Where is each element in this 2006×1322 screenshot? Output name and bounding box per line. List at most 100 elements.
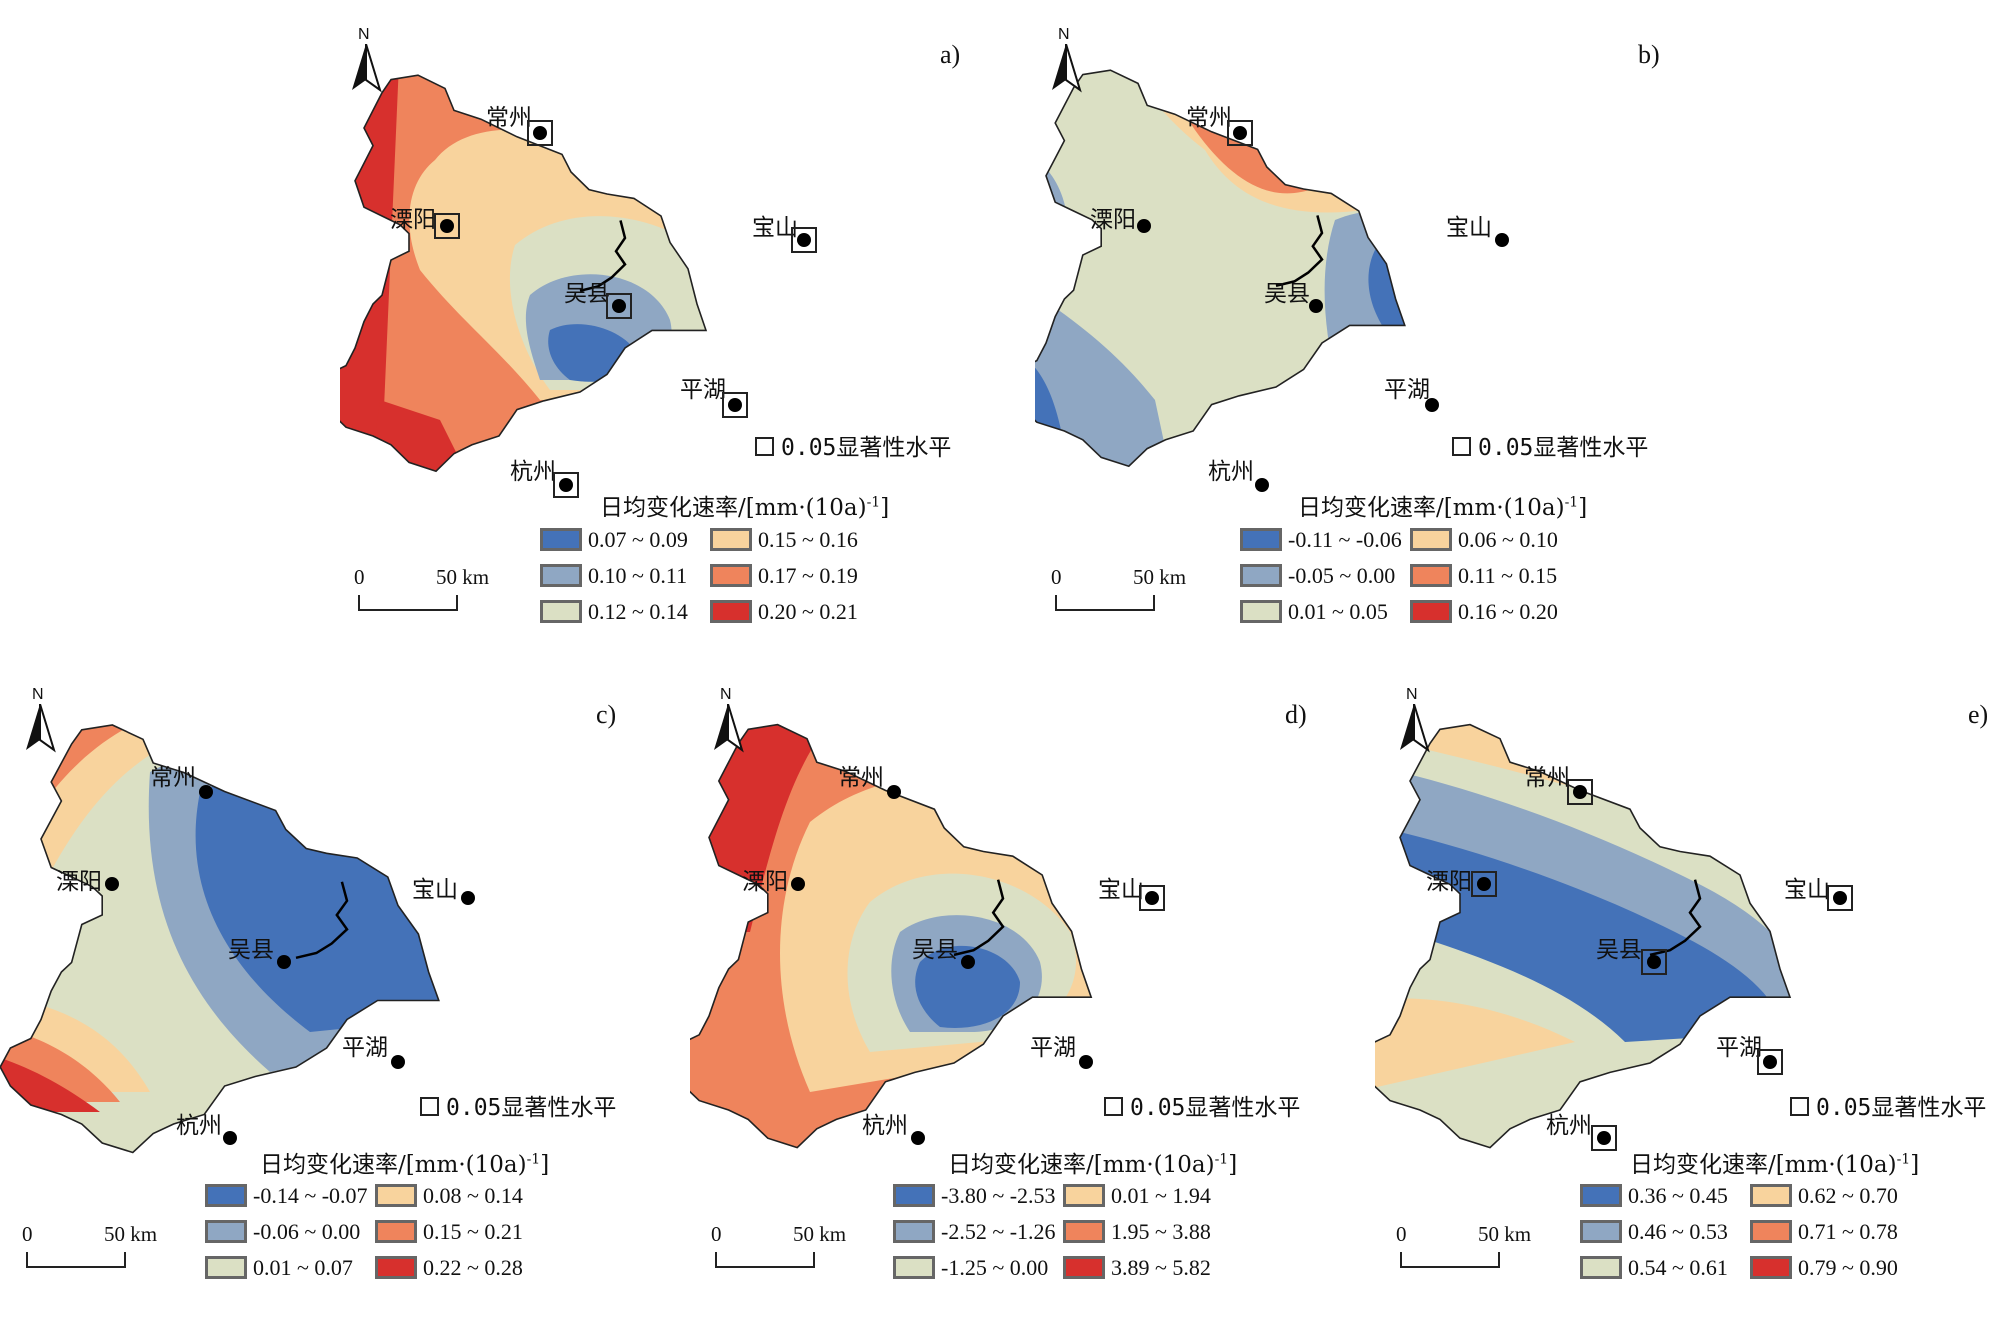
north-arrow-icon: N — [1048, 26, 1088, 93]
city-label-hangzhou: 杭州 — [176, 1113, 222, 1139]
north-arrow-icon: N — [348, 26, 388, 93]
legend-item: 1.95 ~ 3.88 — [1063, 1218, 1233, 1245]
legend-range: 0.71 ~ 0.78 — [1798, 1218, 1898, 1244]
city-label-liyang: 溧阳 — [56, 869, 102, 895]
scale-bar: 0 50 km — [1396, 1222, 1531, 1282]
legend-swatch — [1580, 1256, 1622, 1279]
north-arrow-icon: N — [1396, 686, 1436, 753]
city-marker-wuxian — [277, 955, 291, 969]
legend-range: -0.05 ~ 0.00 — [1288, 562, 1396, 588]
city-label-hangzhou: 杭州 — [1208, 459, 1254, 485]
legend-swatch — [893, 1256, 935, 1279]
significance-box — [1227, 120, 1253, 146]
city-marker-pinghu — [391, 1055, 405, 1069]
city-marker-wuxian — [612, 299, 626, 313]
north-arrow-shape — [714, 704, 744, 753]
legend-item: -3.80 ~ -2.53 — [893, 1182, 1063, 1209]
legend-swatch — [1240, 600, 1282, 623]
city-marker-baoshan — [797, 233, 811, 247]
river-line — [295, 881, 349, 960]
scale-end: 50 km — [436, 565, 490, 589]
legend-item: -0.14 ~ -0.07 — [205, 1182, 375, 1209]
city-label-baoshan: 宝山 — [1784, 877, 1830, 903]
legend-title-sup: -1 — [1564, 494, 1579, 511]
city-marker-changzhou — [887, 785, 901, 799]
city-marker-pinghu — [1425, 398, 1439, 412]
city-marker-liyang — [791, 877, 805, 891]
city-label-changzhou: 常州 — [1524, 765, 1570, 791]
legend-title-sup: -1 — [526, 1151, 541, 1168]
significance-box — [1139, 885, 1165, 911]
legend-range: -0.11 ~ -0.06 — [1288, 526, 1402, 552]
map-panel-b — [1035, 20, 1735, 670]
scale-bar: 0 50 km — [1051, 565, 1186, 625]
legend-d: -3.80 ~ -2.53 0.01 ~ 1.94 -2.52 ~ -1.26 1.9… — [893, 1182, 1233, 1281]
legend-item: 0.36 ~ 0.45 — [1580, 1182, 1750, 1209]
legend-range: 0.12 ~ 0.14 — [588, 598, 688, 624]
legend-item: 0.22 ~ 0.28 — [375, 1254, 545, 1281]
legend-range: 3.89 ~ 5.82 — [1111, 1254, 1211, 1280]
legend-item: -0.06 ~ 0.00 — [205, 1218, 375, 1245]
city-label-pinghu: 平湖 — [1384, 377, 1430, 403]
significance-legend: 0.05显著性水平 — [755, 428, 951, 462]
legend-swatch — [205, 1256, 247, 1279]
significance-box-icon — [1790, 1097, 1809, 1116]
legend-swatch — [1063, 1184, 1105, 1207]
legend-title: 日均变化速率/[mm·(10a)-1] — [1630, 1145, 1919, 1179]
north-arrow-shape — [1400, 704, 1430, 753]
legend-item: 0.12 ~ 0.14 — [540, 598, 710, 625]
scale-bar-line — [1055, 595, 1155, 611]
legend-item: 0.01 ~ 0.05 — [1240, 598, 1410, 625]
legend-item: 0.01 ~ 0.07 — [205, 1254, 375, 1281]
city-marker-liyang — [105, 877, 119, 891]
scale-end: 50 km — [793, 1222, 847, 1246]
significance-box — [553, 472, 579, 498]
city-marker-pinghu — [1079, 1055, 1093, 1069]
river-line — [1275, 215, 1324, 288]
significance-box — [434, 213, 460, 239]
river-line — [579, 220, 627, 293]
legend-range: 0.62 ~ 0.70 — [1798, 1182, 1898, 1208]
legend-swatch — [1580, 1184, 1622, 1207]
city-marker-liyang — [1477, 877, 1491, 891]
north-label: N — [358, 26, 370, 43]
city-label-baoshan: 宝山 — [1446, 215, 1492, 241]
river-line — [1649, 879, 1702, 957]
significance-box — [1591, 1125, 1617, 1151]
city-label-liyang: 溧阳 — [742, 869, 788, 895]
legend-title-text: 日均变化速率/[mm·(10a) — [260, 1152, 527, 1178]
significance-box — [1757, 1049, 1783, 1075]
city-marker-changzhou — [1233, 126, 1247, 140]
significance-text: 0.05显著性水平 — [446, 1095, 617, 1121]
legend-title: 日均变化速率/[mm·(10a)-1] — [1298, 488, 1587, 522]
scale-end: 50 km — [1133, 565, 1187, 589]
legend-swatch — [710, 528, 752, 551]
city-marker-hangzhou — [911, 1131, 925, 1145]
city-label-changzhou: 常州 — [150, 765, 196, 791]
legend-item: 0.10 ~ 0.11 — [540, 562, 710, 589]
legend-swatch — [375, 1220, 417, 1243]
panel-label-c: c) — [596, 700, 617, 729]
legend-range: 0.07 ~ 0.09 — [588, 526, 688, 552]
scale-end: 50 km — [104, 1222, 158, 1246]
legend-item: 0.07 ~ 0.09 — [540, 526, 710, 553]
city-label-pinghu: 平湖 — [1030, 1035, 1076, 1061]
significance-box — [791, 227, 817, 253]
region-boundary — [1375, 723, 1792, 1149]
significance-legend: 0.05显著性水平 — [1790, 1088, 1986, 1122]
city-label-pinghu: 平湖 — [1716, 1035, 1762, 1061]
city-label-wuxian: 吴县 — [1596, 937, 1642, 963]
city-marker-pinghu — [1763, 1055, 1777, 1069]
significance-legend: 0.05显著性水平 — [1452, 428, 1648, 462]
city-marker-changzhou — [533, 126, 547, 140]
scale-start: 0 — [1396, 1222, 1407, 1246]
city-label-wuxian: 吴县 — [1264, 281, 1310, 307]
city-label-hangzhou: 杭州 — [862, 1113, 908, 1139]
region-boundary — [1035, 69, 1406, 468]
city-marker-baoshan — [1495, 233, 1509, 247]
legend-item: 0.08 ~ 0.14 — [375, 1182, 545, 1209]
city-label-hangzhou: 杭州 — [510, 459, 556, 485]
scale-bar-line — [715, 1252, 815, 1268]
city-marker-hangzhou — [559, 478, 573, 492]
legend-range: 0.11 ~ 0.15 — [1458, 562, 1558, 588]
